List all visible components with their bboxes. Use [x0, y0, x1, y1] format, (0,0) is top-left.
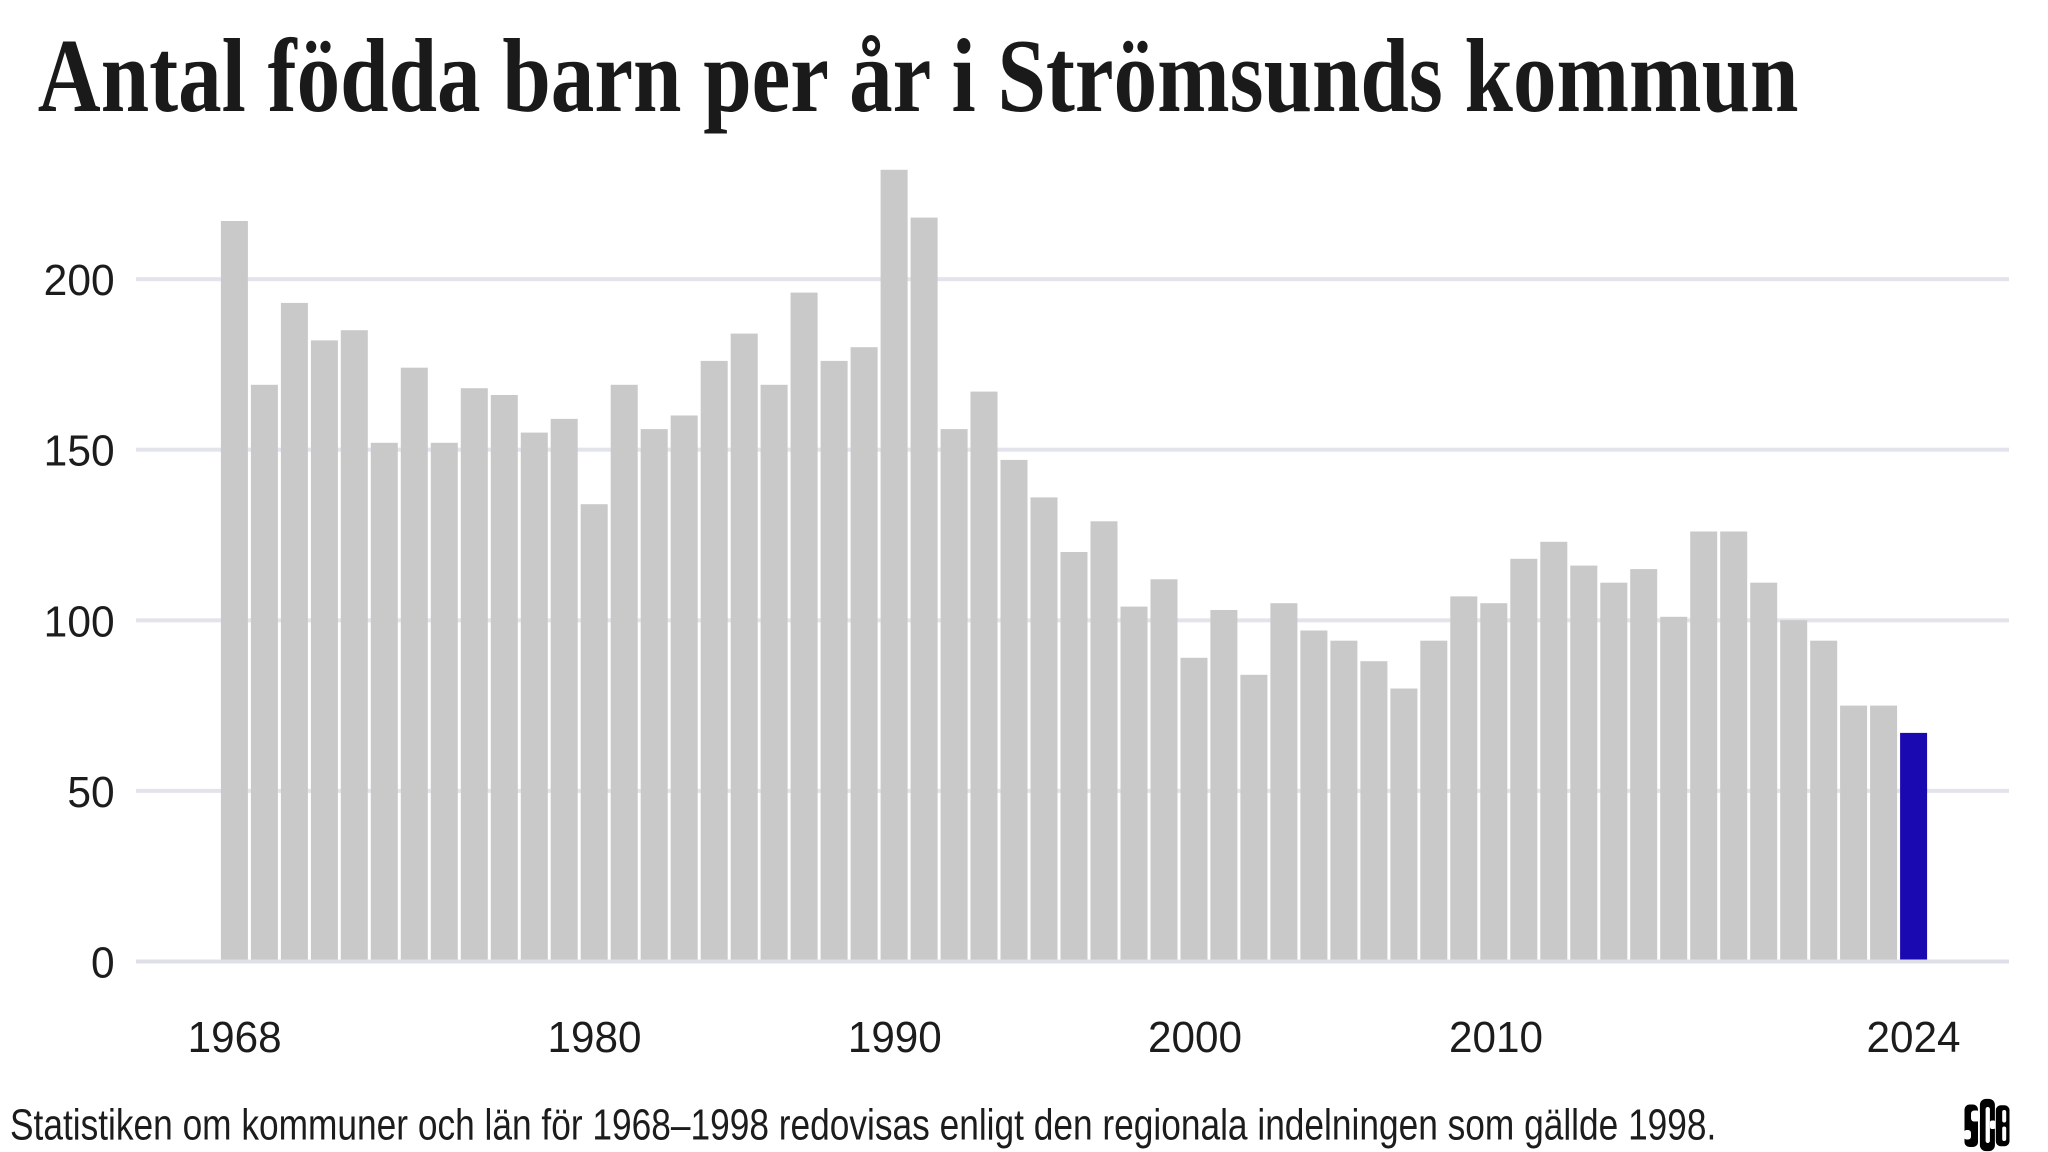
svg-text:Statistiken om kommuner och lä: Statistiken om kommuner och län för 1968…	[10, 1101, 1716, 1150]
svg-text:1980: 1980	[548, 1013, 642, 1062]
svg-text:2010: 2010	[1449, 1013, 1543, 1062]
svg-text:100: 100	[44, 598, 115, 647]
svg-text:50: 50	[67, 768, 114, 817]
svg-text:2000: 2000	[1148, 1013, 1242, 1062]
svg-text:1990: 1990	[848, 1013, 942, 1062]
svg-text:Antal födda barn per år i Strö: Antal födda barn per år i Strömsunds kom…	[38, 17, 1799, 133]
svg-text:150: 150	[44, 427, 115, 476]
svg-text:0: 0	[91, 939, 115, 988]
svg-text:200: 200	[44, 257, 115, 306]
svg-text:1968: 1968	[188, 1013, 282, 1062]
svg-text:2024: 2024	[1867, 1013, 1961, 1062]
